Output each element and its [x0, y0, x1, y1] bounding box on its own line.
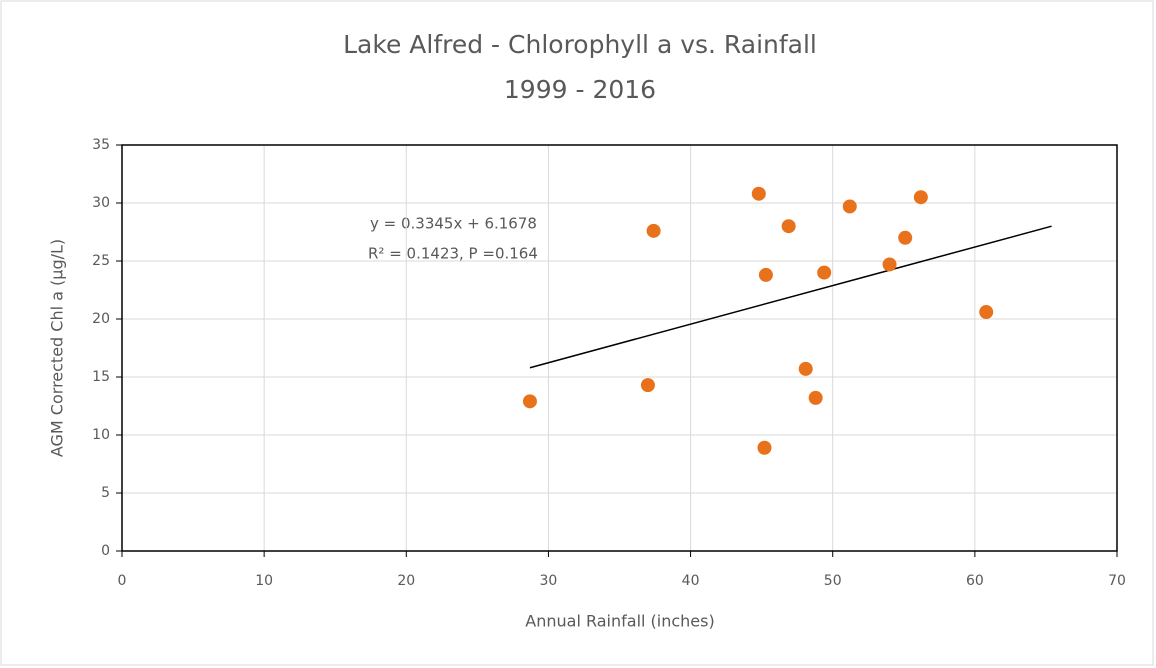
- y-tick-label: 20: [92, 311, 110, 327]
- x-tick-label: 10: [255, 573, 273, 589]
- y-tick-label: 35: [92, 137, 110, 153]
- point: [757, 440, 772, 455]
- y-tick-label: 15: [92, 369, 110, 385]
- x-tick-label: 20: [397, 573, 415, 589]
- y-tick-label: 0: [101, 543, 110, 559]
- trend-stats: R² = 0.1423, P =0.164: [368, 245, 538, 263]
- point: [640, 378, 655, 393]
- x-tick-label: 50: [824, 573, 842, 589]
- plot-frame: [121, 144, 1118, 552]
- x-tick-label: 30: [540, 573, 558, 589]
- x-tick-label: 0: [118, 573, 127, 589]
- point: [758, 267, 773, 282]
- point: [842, 199, 857, 214]
- point: [751, 186, 766, 201]
- y-tick-label: 30: [92, 195, 110, 211]
- point: [781, 219, 796, 234]
- point: [898, 230, 913, 245]
- x-tick-label: 40: [682, 573, 700, 589]
- point: [522, 394, 537, 409]
- chart-subtitle: 1999 - 2016: [504, 75, 656, 104]
- y-tick-label: 5: [101, 485, 110, 501]
- chart-title: Lake Alfred - Chlorophyll a vs. Rainfall: [343, 30, 817, 59]
- y-tick-label: 10: [92, 427, 110, 443]
- y-axis-label: AGM Corrected Chl a (µg/L): [48, 239, 67, 457]
- trend-equation: y = 0.3345x + 6.1678: [370, 215, 537, 233]
- point: [882, 257, 897, 272]
- point: [646, 223, 661, 238]
- point: [979, 305, 994, 320]
- x-tick-label: 60: [966, 573, 984, 589]
- point: [817, 265, 832, 280]
- x-axis-label: Annual Rainfall (inches): [525, 612, 714, 631]
- point: [798, 361, 813, 376]
- point: [808, 390, 823, 405]
- x-tick-label: 70: [1108, 573, 1126, 589]
- point: [913, 190, 928, 205]
- trendline: [529, 225, 1052, 369]
- y-tick-label: 25: [92, 253, 110, 269]
